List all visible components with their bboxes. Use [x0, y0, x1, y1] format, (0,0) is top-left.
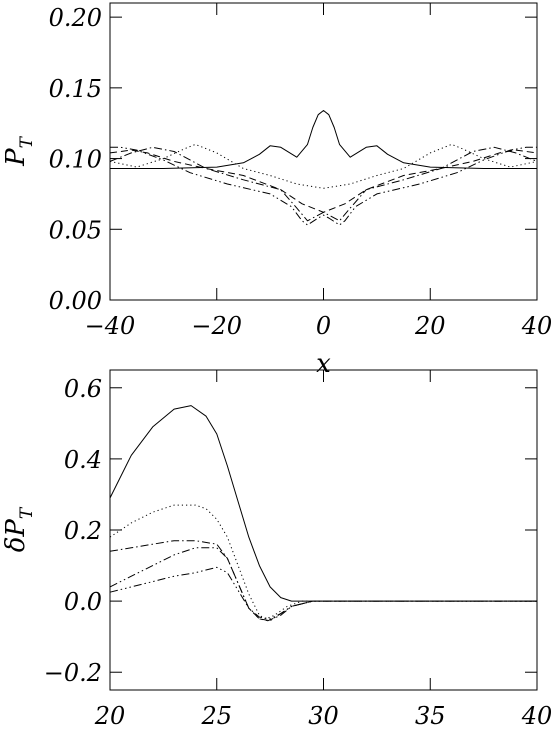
x-tick-label: −40: [85, 312, 136, 340]
x-tick-label: 20: [94, 702, 126, 730]
y-tick-label: −0.2: [44, 659, 102, 687]
y-tick-label: 0.2: [64, 517, 102, 545]
y-tick-label: 0.15: [49, 75, 102, 103]
y-tick-label: 0.6: [64, 375, 102, 403]
series-line-dashed: [109, 149, 538, 213]
x-tick-label: 40: [521, 312, 553, 340]
series-line-solid: [110, 110, 537, 169]
series-line-dash-dot-dot: [110, 146, 537, 226]
y-tick-label: 0.4: [64, 446, 102, 474]
series-line-dotted: [109, 504, 537, 620]
y-tick-label: 0.00: [49, 287, 102, 315]
bottom-plot-frame: [109, 369, 538, 691]
x-tick-label: 0: [316, 312, 331, 340]
series-line-dash-dot-dot-dot: [109, 566, 537, 620]
y-axis-label: δPT: [1, 506, 37, 552]
x-axis-label: x: [316, 349, 331, 379]
series-line-dash-dot: [109, 540, 537, 622]
x-tick-label: 25: [200, 702, 232, 730]
series-line-dash-dot-dot: [109, 547, 537, 622]
y-tick-label: 0.05: [49, 216, 102, 244]
x-tick-label: 20: [414, 312, 446, 340]
top-plot: −40 −20 0 20 40 0.00 0.05 0.10 0.15 0.20 x PT: [1, 2, 553, 379]
y-tick-label: 0.10: [49, 146, 102, 174]
x-tick-label: 30: [308, 702, 339, 730]
x-tick-label: 35: [415, 702, 446, 730]
series-line-dash-dot: [109, 146, 538, 222]
x-tick-label: −20: [191, 312, 242, 340]
series-line-solid: [109, 405, 537, 602]
series-line-dotted: [109, 143, 538, 189]
bottom-plot: 20 25 30 35 40 −0.2 0.0 0.2 0.4 0.6 z δPT: [1, 369, 553, 752]
y-tick-label: 0.20: [49, 4, 102, 32]
y-tick-label: 0.0: [64, 588, 102, 616]
x-tick-label: 40: [521, 702, 553, 730]
y-axis-label: PT: [1, 135, 37, 167]
x-axis-label: z: [316, 739, 331, 747]
